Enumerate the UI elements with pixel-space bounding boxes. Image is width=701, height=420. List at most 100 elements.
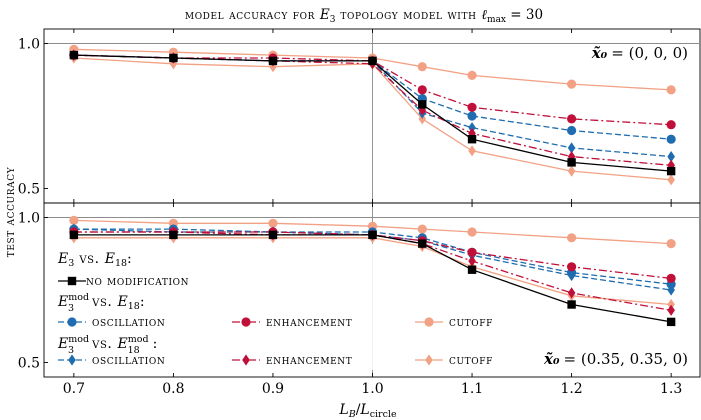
series-line-none bbox=[73, 234, 672, 323]
data-point-none bbox=[368, 56, 377, 66]
data-point-cut_d bbox=[468, 145, 476, 157]
series-line-osc_s bbox=[73, 54, 672, 140]
legend-marker-cut_s bbox=[424, 317, 434, 327]
data-point-cut_d bbox=[418, 113, 427, 125]
series-line-none bbox=[73, 54, 672, 172]
data-point-cut_s bbox=[467, 70, 477, 80]
data-point-enh_s bbox=[467, 102, 477, 112]
data-point-enh_d bbox=[567, 287, 576, 299]
data-point-osc_d bbox=[667, 284, 675, 296]
legend-label-enh-single: enhancement bbox=[266, 314, 352, 329]
legend-heading-2: Emod 3 vs. E18: bbox=[57, 292, 145, 314]
x-tick-label: 1.1 bbox=[461, 381, 483, 397]
data-point-cut_d bbox=[667, 298, 675, 311]
x-tick-label: 1.3 bbox=[660, 381, 682, 397]
legend-marker-enh_d bbox=[242, 354, 250, 366]
data-point-osc_s bbox=[467, 111, 477, 121]
data-point-none bbox=[169, 53, 178, 63]
data-point-enh_s bbox=[467, 247, 477, 257]
series-line-cut_s bbox=[73, 48, 672, 91]
data-point-enh_s bbox=[566, 114, 577, 124]
top-panel-annotation: x̃₀ = (0, 0, 0) bbox=[591, 44, 688, 62]
data-point-cut_s bbox=[268, 218, 278, 228]
data-point-cut_s bbox=[69, 215, 79, 225]
legend-marker-osc_d bbox=[68, 354, 76, 366]
legend-label-osc-double: oscillation bbox=[92, 352, 165, 367]
y-tick-label: 1.0 bbox=[18, 37, 40, 53]
data-point-none bbox=[418, 100, 427, 109]
legend-background bbox=[50, 244, 402, 370]
data-point-osc_s bbox=[666, 134, 676, 144]
data-point-enh_d bbox=[667, 159, 675, 171]
series-line-cut_s bbox=[73, 219, 672, 245]
chart-title: model accuracy for E3 topology model wit… bbox=[185, 7, 543, 25]
x-tick-label: 0.8 bbox=[162, 381, 184, 397]
data-point-none bbox=[268, 56, 278, 66]
y-axis-label: test accuracy bbox=[2, 166, 17, 257]
legend-label-cut-double: cutoff bbox=[449, 352, 493, 367]
data-point-none bbox=[69, 50, 79, 60]
series-line-cut_d bbox=[73, 57, 672, 181]
legend: E3 vs. E18: Emod 3 vs. E18: Emod 3 vs. Emo… bbox=[50, 244, 493, 370]
legend-swatches bbox=[58, 276, 443, 366]
top-panel: 0.5 1.0 bbox=[18, 28, 701, 204]
data-point-none bbox=[69, 230, 79, 240]
data-point-cut_s bbox=[566, 233, 577, 243]
data-point-none bbox=[368, 230, 377, 240]
bottom-panel: 0.5 1.0 bbox=[18, 202, 701, 378]
data-point-none bbox=[268, 230, 278, 240]
data-point-cut_s bbox=[666, 85, 676, 95]
y-tick-label: 1.0 bbox=[18, 211, 40, 227]
x-tick-label: 1.0 bbox=[361, 381, 383, 397]
data-point-cut_s bbox=[417, 224, 427, 234]
data-point-enh_s bbox=[666, 273, 676, 283]
x-axis-label: LB/Lcircle bbox=[338, 402, 397, 420]
data-point-none bbox=[418, 239, 427, 248]
data-point-cut_s bbox=[467, 227, 477, 237]
data-point-osc_d bbox=[468, 122, 476, 134]
legend-marker-osc_s bbox=[67, 317, 77, 327]
series-line-enh_s bbox=[73, 231, 672, 280]
data-point-cut_s bbox=[666, 239, 676, 249]
legend-heading-1: E3 vs. E18: bbox=[57, 251, 132, 269]
data-point-none bbox=[169, 230, 178, 240]
data-point-cut_d bbox=[567, 165, 576, 177]
x-tick-label: 0.9 bbox=[262, 381, 284, 397]
legend-marker-cut_d bbox=[425, 354, 433, 366]
data-point-none bbox=[467, 265, 477, 274]
panel-frame bbox=[43, 202, 701, 378]
legend-heading-3: Emod 3 vs. Emod 18: bbox=[57, 334, 157, 356]
series-none bbox=[69, 230, 676, 327]
legend-label-cut-single: cutoff bbox=[449, 314, 493, 329]
legend-marker-none bbox=[67, 276, 77, 286]
data-point-enh_s bbox=[417, 85, 427, 95]
data-point-none bbox=[666, 317, 676, 327]
series-line-cut_d bbox=[73, 237, 672, 306]
legend-label-enh-double: enhancement bbox=[266, 352, 352, 367]
data-point-cut_d bbox=[667, 174, 675, 186]
legend-label-none: no modification bbox=[86, 273, 189, 288]
data-point-osc_d bbox=[567, 142, 576, 154]
data-point-enh_s bbox=[666, 120, 676, 130]
data-point-enh_d bbox=[468, 255, 476, 267]
data-point-enh_d bbox=[667, 304, 675, 316]
series-cut_s bbox=[69, 215, 676, 249]
data-point-osc_d bbox=[667, 151, 675, 163]
y-tick-label: 0.5 bbox=[18, 356, 40, 372]
x-tick-label: 0.7 bbox=[63, 381, 85, 397]
y-tick-label: 0.5 bbox=[18, 182, 40, 198]
x-tick-label: 1.2 bbox=[560, 381, 582, 397]
legend-label-osc-single: oscillation bbox=[92, 314, 165, 329]
data-point-cut_s bbox=[417, 62, 427, 72]
data-point-cut_s bbox=[566, 79, 577, 89]
legend-marker-enh_s bbox=[241, 317, 251, 327]
data-point-none bbox=[467, 135, 477, 144]
series-none bbox=[69, 50, 676, 176]
x-tick-labels: 0.7 0.8 0.9 1.0 1.1 1.2 1.3 bbox=[63, 381, 683, 397]
bottom-panel-annotation: x̃₀ = (0.35, 0.35, 0) bbox=[543, 350, 688, 368]
data-point-none bbox=[666, 166, 676, 176]
data-point-none bbox=[567, 300, 576, 309]
data-point-osc_s bbox=[566, 125, 577, 136]
data-point-enh_s bbox=[566, 262, 577, 272]
